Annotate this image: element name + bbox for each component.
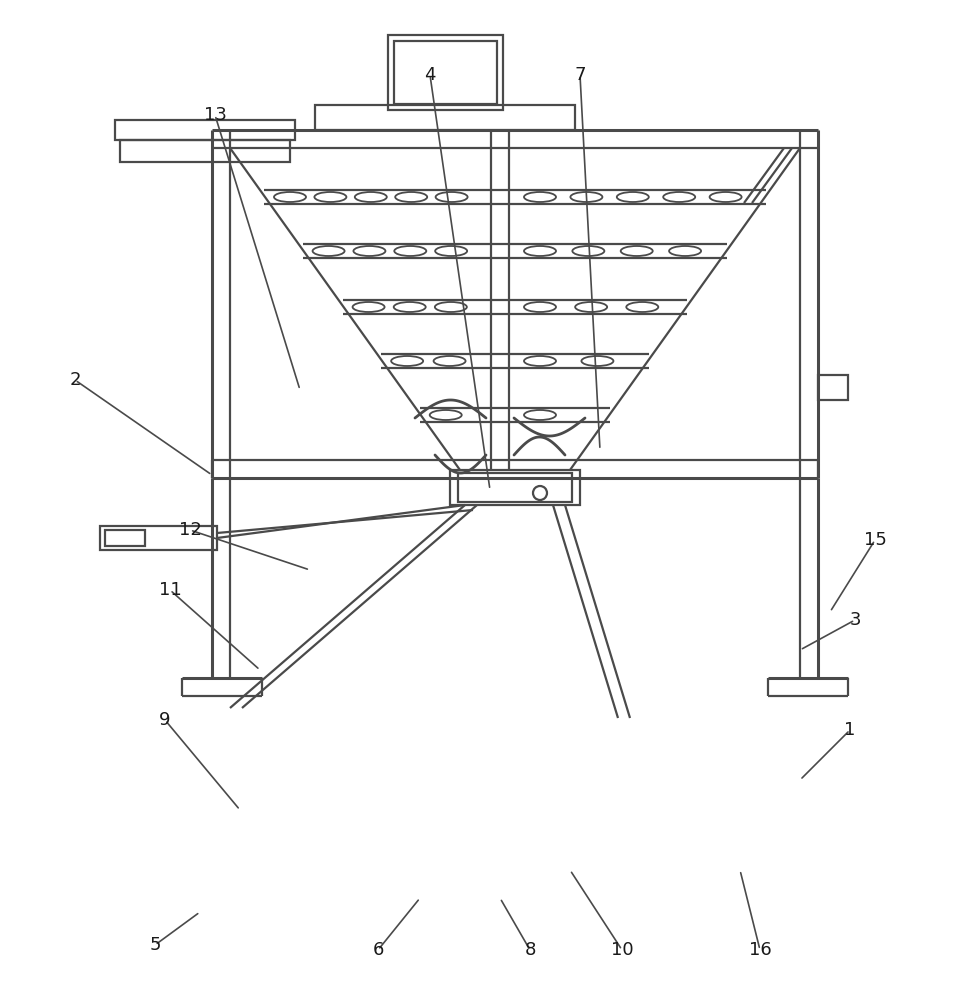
Text: 6: 6 — [372, 941, 384, 959]
Bar — [105, 530, 145, 546]
Text: 13: 13 — [204, 106, 227, 124]
Text: 5: 5 — [150, 936, 161, 954]
Bar — [315, 105, 575, 130]
Bar — [388, 35, 503, 110]
Text: 12: 12 — [179, 521, 202, 539]
Text: 15: 15 — [864, 531, 887, 549]
Bar — [115, 120, 295, 140]
Text: 2: 2 — [69, 371, 81, 389]
Bar — [394, 41, 497, 104]
Bar — [120, 140, 290, 162]
Text: 11: 11 — [158, 581, 181, 599]
Bar — [818, 375, 848, 400]
Text: 4: 4 — [425, 66, 436, 84]
Text: 8: 8 — [524, 941, 536, 959]
Text: 7: 7 — [574, 66, 586, 84]
Bar — [458, 473, 572, 502]
Text: 10: 10 — [611, 941, 633, 959]
Text: 3: 3 — [849, 611, 861, 629]
Bar — [450, 470, 580, 505]
Bar — [100, 526, 217, 550]
Text: 9: 9 — [159, 711, 171, 729]
Text: 16: 16 — [749, 941, 771, 959]
Text: 1: 1 — [844, 721, 856, 739]
